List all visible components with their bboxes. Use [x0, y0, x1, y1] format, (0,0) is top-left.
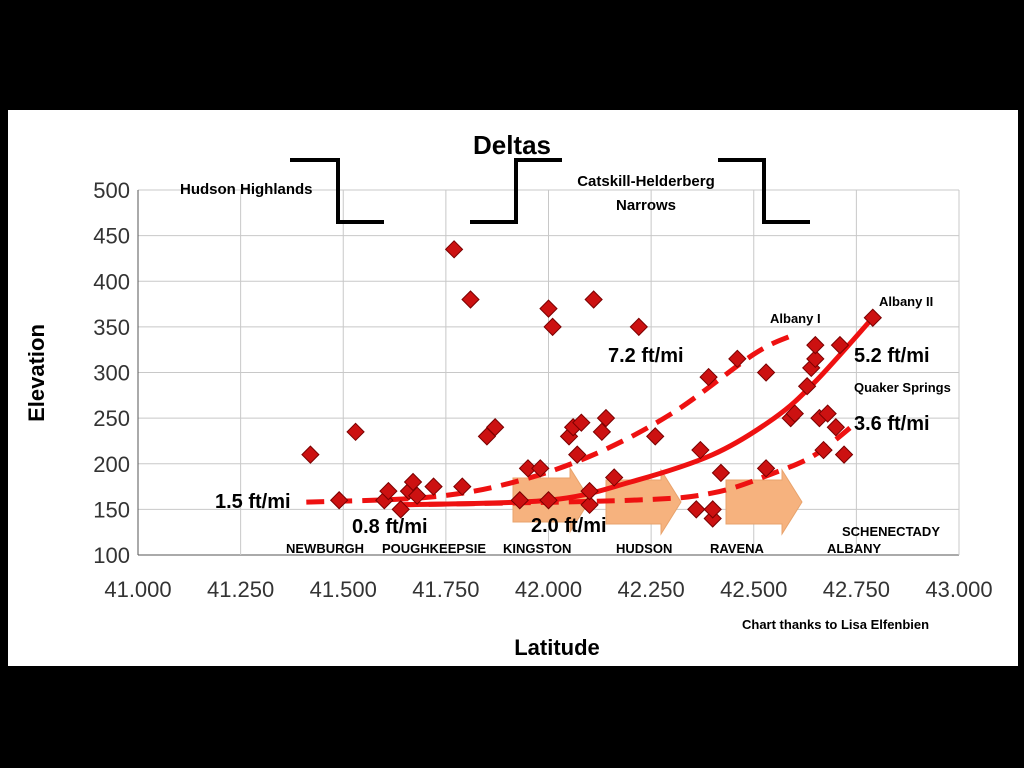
data-point — [531, 459, 550, 478]
data-point — [691, 440, 710, 460]
gradient-label-1-5: 1.5 ft/mi — [215, 491, 291, 513]
gradient-label-7-2: 7.2 ft/mi — [608, 345, 684, 367]
data-point — [699, 367, 718, 387]
y-tick-label: 450 — [93, 224, 130, 249]
x-tick-label: 42.750 — [823, 577, 890, 602]
data-point — [424, 477, 443, 496]
data-point — [543, 317, 562, 337]
data-point — [785, 404, 804, 423]
gradient-label-3-6: 3.6 ft/mi — [854, 413, 930, 435]
y-tick-label: 300 — [93, 361, 130, 386]
hudson-highlands-label: Hudson Highlands — [180, 181, 313, 198]
data-point — [580, 495, 599, 515]
data-point — [568, 445, 587, 464]
data-point — [580, 481, 599, 501]
y-axis-label: Elevation — [24, 324, 49, 422]
data-point — [596, 408, 616, 428]
data-points — [301, 240, 882, 528]
x-tick-label: 41.250 — [207, 577, 274, 602]
gradient-label-5-2: 5.2 ft/mi — [854, 345, 930, 367]
data-point — [301, 445, 320, 464]
data-point — [830, 335, 850, 355]
data-point — [756, 363, 776, 382]
data-point — [806, 335, 825, 355]
y-tick-label: 150 — [93, 497, 130, 522]
trend-line-dashed — [400, 420, 858, 508]
data-point — [797, 376, 817, 396]
data-point — [629, 317, 649, 337]
data-point — [485, 418, 505, 437]
y-tick-label: 250 — [93, 406, 130, 431]
data-point — [572, 413, 591, 432]
data-point — [687, 500, 706, 519]
x-tick-label: 41.500 — [310, 577, 377, 602]
chart-title: Deltas — [473, 130, 551, 160]
data-point — [461, 290, 480, 309]
town-label: POUGHKEEPSIE — [382, 541, 486, 556]
albany-ii-label: Albany II — [879, 294, 933, 309]
scatter-chart: 100 150 200 250 300 350 400 450 500 41.000 41.250 4… — [24, 130, 993, 660]
slide-panel: 100 150 200 250 300 350 400 450 500 41.000 41.250 4… — [8, 110, 1018, 666]
narrows-bracket-left — [470, 158, 562, 224]
data-point — [592, 422, 612, 442]
data-point — [391, 500, 410, 519]
flow-arrow — [725, 468, 803, 536]
data-point — [604, 468, 624, 487]
schenectady-label: SCHENECTADY — [842, 524, 940, 539]
data-point — [453, 477, 472, 496]
trend-lines — [306, 316, 875, 508]
x-tick-label: 41.750 — [412, 577, 479, 602]
trend-line-dashed — [306, 333, 792, 505]
town-label: KINGSTON — [503, 541, 571, 556]
y-tick-label: 400 — [93, 269, 130, 294]
data-point — [539, 491, 558, 510]
data-point — [539, 299, 558, 318]
data-point — [863, 308, 882, 327]
town-label: HUDSON — [616, 541, 672, 556]
catskill-label-line1: Catskill-Helderberg — [577, 173, 715, 190]
data-point — [646, 427, 665, 446]
town-label: ALBANY — [827, 541, 881, 556]
data-point — [703, 500, 722, 519]
data-point — [329, 491, 349, 510]
y-tick-label: 350 — [93, 315, 130, 340]
data-point — [806, 349, 825, 369]
x-axis-label: Latitude — [514, 635, 600, 660]
data-point — [584, 290, 603, 309]
data-point — [711, 463, 731, 483]
data-point — [444, 240, 464, 259]
x-tick-label: 42.250 — [617, 577, 684, 602]
tick-labels: 100 150 200 250 300 350 400 450 500 41.000 41.250 4… — [93, 178, 992, 602]
y-tick-label: 500 — [93, 178, 130, 203]
data-point — [818, 404, 837, 423]
town-label: NEWBURGH — [286, 541, 364, 556]
data-point — [403, 472, 423, 492]
quaker-springs-label: Quaker Springs — [854, 380, 951, 395]
data-point — [379, 481, 398, 501]
highlands-bracket — [290, 158, 384, 224]
albany-i-label: Albany I — [770, 311, 821, 326]
data-point — [834, 445, 854, 464]
data-point — [826, 418, 846, 437]
gradient-label-0-8: 0.8 ft/mi — [352, 516, 428, 538]
catskill-label-line2: Narrows — [616, 197, 676, 214]
chart-credit: Chart thanks to Lisa Elfenbien — [742, 617, 929, 632]
narrows-bracket-right — [718, 158, 810, 224]
data-point — [814, 440, 833, 460]
data-point — [518, 459, 538, 478]
gradient-label-2-0: 2.0 ft/mi — [531, 515, 607, 537]
data-point — [346, 422, 365, 442]
data-point — [510, 491, 529, 510]
town-label: RAVENA — [710, 541, 765, 556]
x-tick-label: 41.000 — [104, 577, 171, 602]
data-point — [728, 349, 747, 369]
y-tick-label: 100 — [93, 543, 130, 568]
data-point — [407, 486, 427, 505]
x-tick-label: 42.000 — [515, 577, 582, 602]
x-tick-label: 43.000 — [925, 577, 992, 602]
data-point — [756, 459, 776, 478]
y-tick-label: 200 — [93, 452, 130, 477]
x-tick-label: 42.500 — [720, 577, 787, 602]
